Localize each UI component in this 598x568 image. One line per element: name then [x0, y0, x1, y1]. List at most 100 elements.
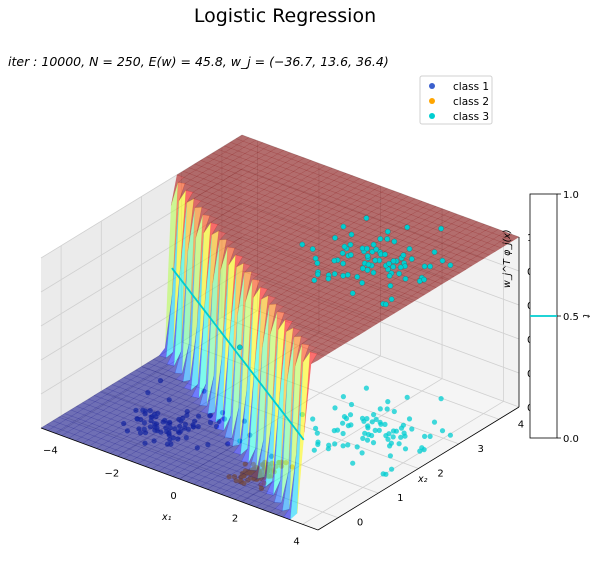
legend: class 1 class 2 class 3	[419, 75, 493, 125]
y-tick-label: 0	[357, 518, 363, 529]
data-point-surface	[386, 260, 392, 267]
data-point-floor	[417, 448, 423, 454]
data-point-floor	[331, 428, 337, 434]
data-point-surface	[370, 269, 377, 276]
legend-marker-class-3	[429, 113, 435, 119]
x-tick-label: 4	[293, 536, 299, 547]
data-point-surface	[349, 290, 356, 297]
data-point-surface	[384, 228, 391, 235]
data-point-floor	[370, 440, 377, 446]
data-point-surface	[332, 235, 338, 241]
data-point-floor	[372, 427, 378, 433]
data-point-surface	[359, 265, 366, 272]
data-point-surface	[386, 273, 393, 279]
surface-patch	[423, 284, 437, 292]
data-point-surface	[391, 238, 398, 245]
x-tick-label: −2	[105, 468, 120, 479]
surface-patch	[476, 252, 490, 259]
data-point-surface	[396, 270, 402, 277]
colorbar: 1.0 0.5 0.0 t	[529, 190, 591, 445]
data-point-surface	[299, 241, 306, 248]
surface-patch	[446, 270, 461, 277]
data-point-floor	[404, 394, 410, 400]
data-point-floor	[332, 405, 338, 411]
data-point-floor	[340, 443, 346, 449]
data-point-surface	[397, 264, 404, 271]
data-point-floor	[365, 431, 372, 438]
data-point-surface	[347, 241, 354, 248]
data-point-floor	[385, 399, 391, 405]
x-axis-label: x₁	[161, 512, 172, 523]
legend-box	[419, 75, 493, 125]
surface-patch	[358, 324, 372, 332]
data-point-floor	[447, 432, 453, 438]
data-point-surface	[427, 263, 433, 270]
data-point-floor	[402, 446, 409, 452]
data-point-floor	[364, 437, 371, 443]
y-tick-label: 3	[478, 444, 484, 455]
colorbar-tick-label-05: 0.5	[563, 312, 579, 323]
top-scatter	[236, 215, 454, 351]
data-point-floor	[378, 421, 384, 427]
data-point-floor	[350, 460, 356, 466]
data-point-floor	[311, 447, 317, 453]
data-point-surface	[390, 258, 397, 264]
data-point-floor	[373, 416, 379, 422]
data-point-floor	[340, 430, 346, 437]
surface-patch	[434, 277, 449, 285]
data-point-floor	[365, 423, 371, 429]
data-point-surface	[421, 276, 427, 283]
x-tick-label: −4	[43, 446, 58, 457]
surface-patch	[363, 321, 378, 328]
data-point-floor	[360, 435, 366, 441]
data-point-floor	[325, 446, 331, 452]
data-point-floor	[427, 433, 433, 439]
surface-patch	[369, 317, 384, 324]
surface-patch	[440, 274, 455, 281]
data-point-surface	[364, 245, 370, 252]
legend-label-class-2: class 2	[453, 96, 489, 108]
surface-patch	[470, 256, 484, 263]
data-point-floor	[377, 406, 383, 412]
surface-patch	[340, 335, 354, 343]
surface-patch	[464, 259, 478, 267]
chart-title: Logistic Regression	[194, 5, 376, 27]
data-point-floor	[348, 422, 354, 428]
data-point-surface	[363, 215, 370, 221]
data-point-floor	[332, 441, 338, 447]
data-point-surface	[309, 246, 316, 252]
data-point-floor	[386, 431, 392, 437]
data-point-floor	[340, 420, 346, 426]
data-point-surface	[447, 262, 454, 269]
surface-patch	[411, 292, 425, 299]
surface-patch	[310, 353, 325, 365]
y-tick-label: 2	[437, 469, 443, 480]
data-point-surface	[439, 257, 446, 264]
data-point-surface	[370, 241, 377, 248]
data-point-surface	[421, 263, 428, 270]
data-point-floor	[400, 422, 406, 428]
data-point-surface	[340, 260, 346, 267]
surface-patch	[399, 299, 413, 306]
data-point-surface	[364, 267, 371, 273]
data-point-surface	[341, 243, 348, 250]
legend-marker-class-2	[429, 98, 435, 104]
axis-lines	[40, 237, 520, 531]
data-point-surface	[383, 301, 389, 308]
colorbar-label: t	[580, 314, 591, 319]
x-tick-label: 2	[232, 514, 238, 525]
surface-patch	[375, 313, 390, 321]
data-point-floor	[384, 406, 390, 412]
data-point-surface	[365, 261, 372, 268]
data-point-surface	[359, 280, 365, 286]
data-point-surface	[311, 277, 318, 284]
contour-line	[171, 267, 305, 441]
legend-label-class-3: class 3	[453, 111, 489, 123]
y-axis-line	[317, 406, 520, 531]
surface-patch	[482, 248, 496, 256]
surface-patch	[346, 331, 360, 339]
data-point-surface	[314, 271, 321, 278]
data-point-surface	[408, 256, 415, 262]
data-point-floor	[382, 421, 388, 427]
